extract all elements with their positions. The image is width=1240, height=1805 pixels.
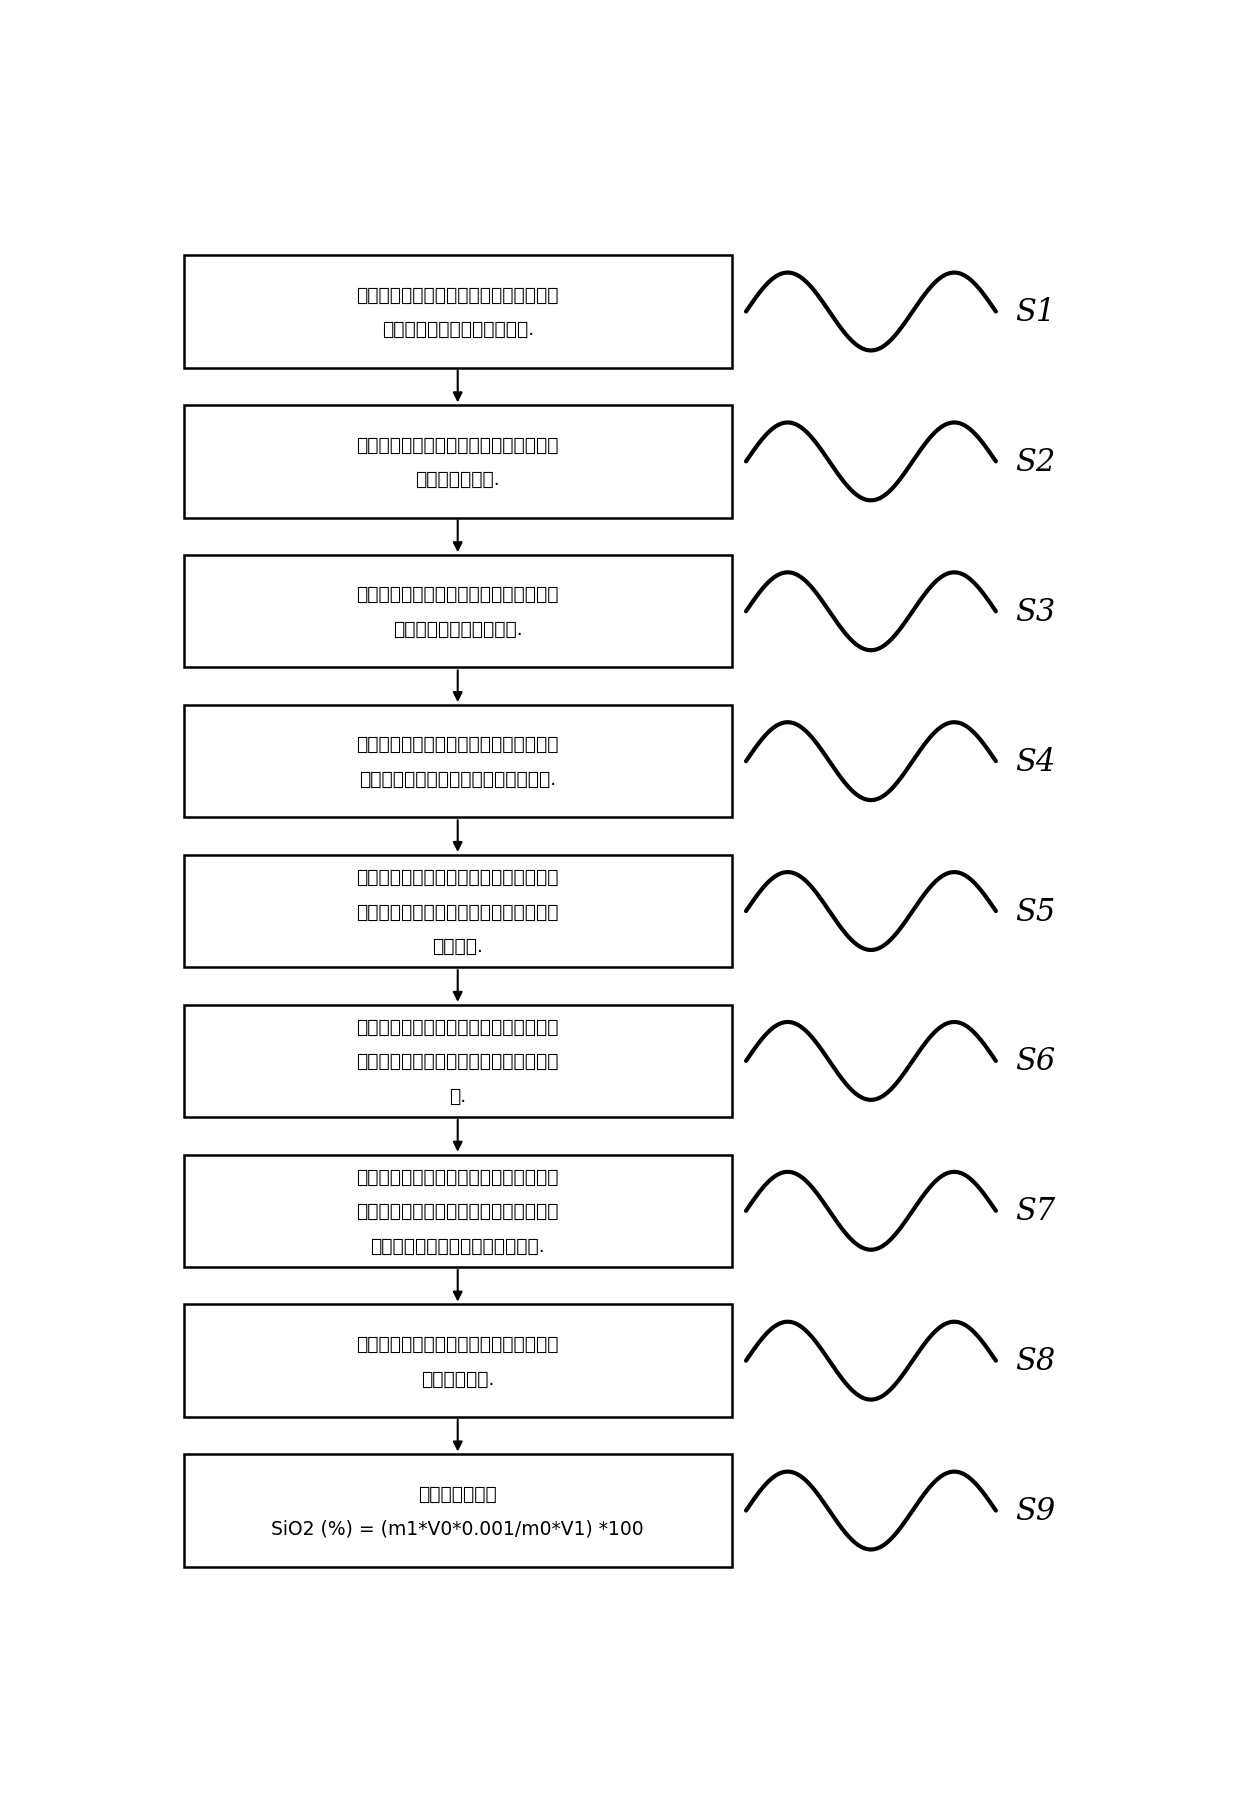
Text: 利用慢速定量滤纸过滤溶液，得到清液.: 利用慢速定量滤纸过滤溶液，得到清液. <box>360 769 557 789</box>
Text: 氧化钓覆盖，并加入过氧化钓.: 氧化钓覆盖，并加入过氧化钓. <box>382 319 533 339</box>
Text: 标准溶液，制液，并将八组试验溶液与空: 标准溶液，制液，并将八组试验溶液与空 <box>356 1202 559 1220</box>
Text: SiO2 (%) = (m1*V0*0.001/m0*V1) *100: SiO2 (%) = (m1*V0*0.001/m0*V1) *100 <box>272 1518 644 1538</box>
Text: S1: S1 <box>1016 296 1055 329</box>
Text: 混合均匀.: 混合均匀. <box>433 937 484 957</box>
FancyBboxPatch shape <box>184 856 732 967</box>
FancyBboxPatch shape <box>184 1005 732 1117</box>
Text: 绘制试验曲线.: 绘制试验曲线. <box>422 1368 495 1388</box>
Text: 试样所做的空白溶液做对比，测定其吸光: 试样所做的空白溶液做对比，测定其吸光 <box>356 1052 559 1070</box>
Text: S2: S2 <box>1016 446 1055 478</box>
Text: 预试验：将部分溶液移至比色皿中，与同: 预试验：将部分溶液移至比色皿中，与同 <box>356 1016 559 1036</box>
Text: 混合：将燕融之后的试样浸入盛有无水乙: 混合：将燕融之后的试样浸入盛有无水乙 <box>356 585 559 605</box>
Text: 曲线绘制：根据对比试验所得出的数据，: 曲线绘制：根据对比试验所得出的数据， <box>356 1334 559 1354</box>
FancyBboxPatch shape <box>184 1305 732 1417</box>
FancyBboxPatch shape <box>184 706 732 818</box>
Text: 制液：利用胶头滔管吸取清液，置于比色: 制液：利用胶头滔管吸取清液，置于比色 <box>356 866 559 886</box>
Text: 加热：将銀坦埚放入马永炉中燕融，燕融: 加热：将銀坦埚放入马永炉中燕融，燕融 <box>356 435 559 455</box>
FancyBboxPatch shape <box>184 256 732 368</box>
Text: S6: S6 <box>1016 1045 1055 1078</box>
Text: 度.: 度. <box>449 1087 466 1105</box>
Text: 称取：称取试样，置于銀坦埚中，称取氢: 称取：称取试样，置于銀坦埚中，称取氢 <box>356 285 559 305</box>
Text: 白溶液做吸光度的对比，记录数据.: 白溶液做吸光度的对比，记录数据. <box>371 1236 546 1254</box>
Text: S9: S9 <box>1016 1495 1055 1527</box>
Text: 搅拌：将銀坦埚洗出，将溶液搅拌均匀，: 搅拌：将銀坦埚洗出，将溶液搅拌均匀， <box>356 735 559 754</box>
Text: S5: S5 <box>1016 895 1055 928</box>
Text: S8: S8 <box>1016 1345 1055 1377</box>
FancyBboxPatch shape <box>184 556 732 668</box>
Text: S4: S4 <box>1016 745 1055 778</box>
Text: 对比试验：称取八组不同容量的二氧化硅: 对比试验：称取八组不同容量的二氧化硅 <box>356 1166 559 1186</box>
Text: 分析结果计算：: 分析结果计算： <box>418 1484 497 1504</box>
FancyBboxPatch shape <box>184 1155 732 1267</box>
FancyBboxPatch shape <box>184 406 732 518</box>
Text: 之后，取出冷却.: 之后，取出冷却. <box>415 469 500 489</box>
FancyBboxPatch shape <box>184 1455 732 1567</box>
Text: S7: S7 <box>1016 1195 1055 1227</box>
Text: 醇和三氟化钐的水溶液中.: 醇和三氟化钐的水溶液中. <box>393 619 522 639</box>
Text: 管中，依次加入盐酸、去离子水和硬氟酸: 管中，依次加入盐酸、去离子水和硬氟酸 <box>356 902 559 921</box>
Text: S3: S3 <box>1016 596 1055 628</box>
